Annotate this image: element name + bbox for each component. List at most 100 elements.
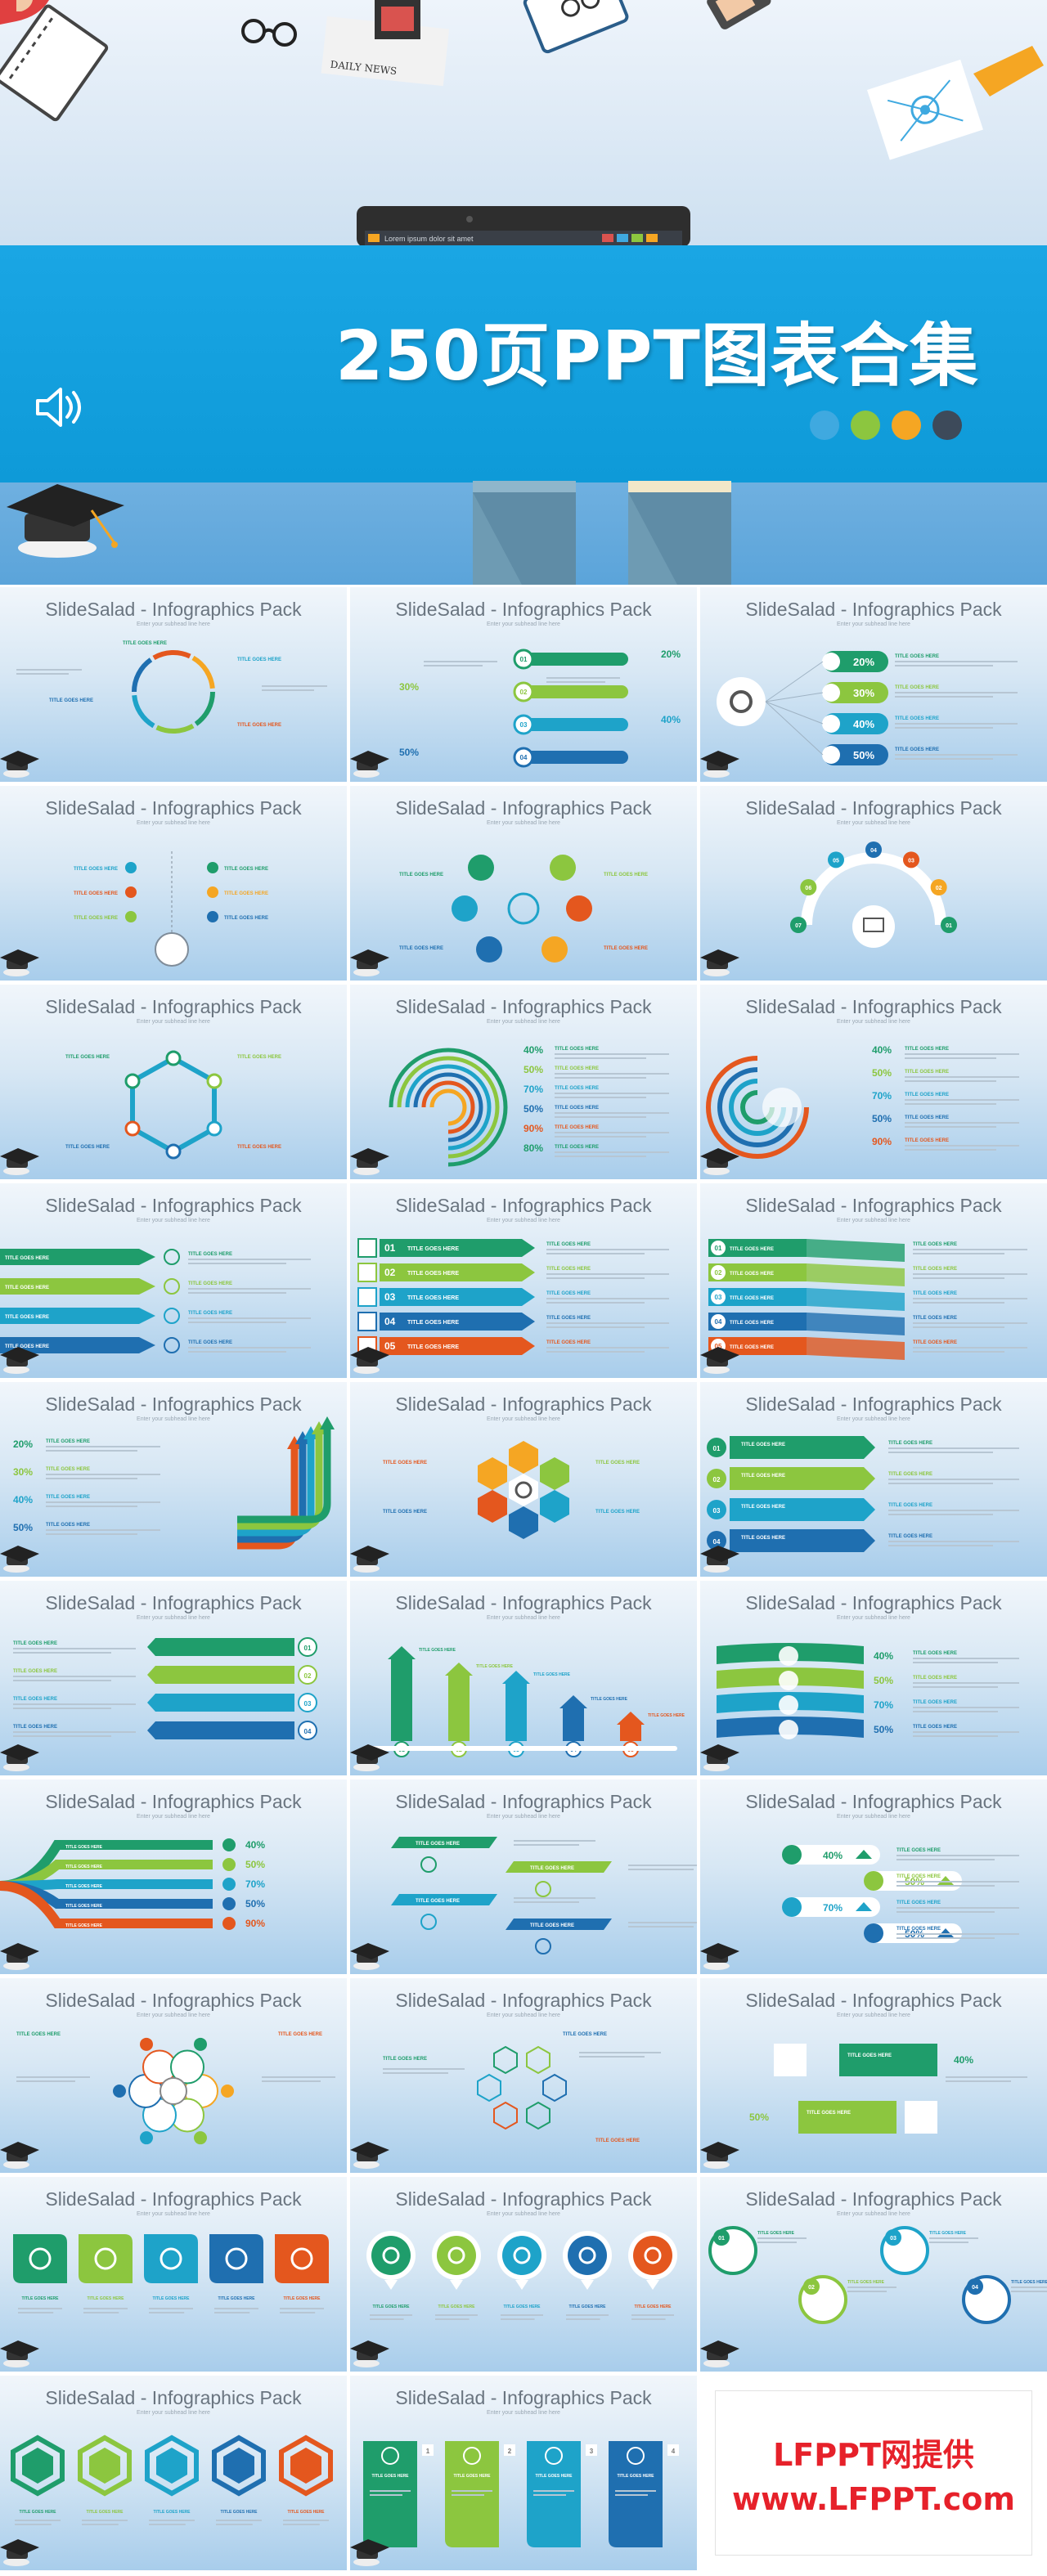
infographic-art: 20% TITLE GOES HERE 30% TITLE GOES HERE 40% T… bbox=[13, 1416, 335, 1550]
slide-subtitle: Enter your subhead line here bbox=[837, 820, 910, 826]
text-line bbox=[757, 2237, 807, 2239]
slide-thumbnail[interactable]: SlideSalad - Infographics Pack Enter your… bbox=[0, 587, 347, 782]
timeline-dot bbox=[207, 911, 218, 922]
slide-thumbnail[interactable]: SlideSalad - Infographics Pack Enter your… bbox=[700, 1978, 1047, 2173]
slide-thumbnail[interactable]: SlideSalad - Infographics Pack Enter your… bbox=[350, 2376, 697, 2570]
slide-label: TITLE GOES HERE bbox=[896, 1848, 941, 1853]
ribbon-number bbox=[711, 1290, 726, 1304]
slide-label: TITLE GOES HERE bbox=[913, 1242, 957, 1247]
slide-thumbnail[interactable]: SlideSalad - Infographics Pack Enter your… bbox=[350, 1779, 697, 1974]
ribbon-number bbox=[711, 1314, 726, 1329]
hex-outline bbox=[145, 2435, 199, 2497]
slide-label: 40% bbox=[524, 1044, 543, 1056]
pill-number bbox=[513, 714, 534, 735]
pill bbox=[514, 653, 628, 666]
slide-label: 30% bbox=[399, 681, 419, 693]
slide-label: TITLE GOES HERE bbox=[46, 1467, 90, 1472]
slide-thumbnail[interactable]: SlideSalad - Infographics Pack Enter your… bbox=[700, 1779, 1047, 1974]
slide-thumbnail[interactable]: SlideSalad - Infographics Pack Enter your… bbox=[350, 2177, 697, 2372]
arc-ring bbox=[405, 1064, 492, 1151]
graduation-cap-icon bbox=[0, 1943, 39, 1970]
slide-title: SlideSalad - Infographics Pack bbox=[395, 996, 652, 1017]
text-line bbox=[13, 1703, 136, 1705]
text-line bbox=[188, 1317, 311, 1319]
infographic-art: TITLE GOES HERE TITLE GOES HERE TITLE GOES… bbox=[13, 2234, 329, 2313]
speaker-icon[interactable] bbox=[31, 383, 88, 432]
slide-thumbnail[interactable]: SlideSalad - Infographics Pack Enter your… bbox=[0, 786, 347, 981]
slide-thumbnail[interactable]: SlideSalad - Infographics Pack Enter your… bbox=[0, 1779, 347, 1974]
slide-label: 20% bbox=[853, 656, 874, 668]
slide-title: SlideSalad - Infographics Pack bbox=[745, 797, 1002, 819]
slide-thumbnail[interactable]: SlideSalad - Infographics Pack Enter your… bbox=[350, 1581, 697, 1775]
text-line bbox=[555, 1073, 669, 1075]
slide-thumbnail[interactable]: SlideSalad - Infographics Pack Enter your… bbox=[0, 1382, 347, 1577]
slide-subtitle: Enter your subhead line here bbox=[487, 2211, 560, 2217]
slide-thumbnail[interactable]: SlideSalad - Infographics Pack Enter your… bbox=[350, 985, 697, 1179]
slide-label: TITLE GOES HERE bbox=[5, 1344, 49, 1349]
number-badge bbox=[707, 1469, 726, 1488]
cap-board bbox=[350, 1943, 389, 1959]
slide-thumbnail[interactable]: SlideSalad - Infographics Pack Enter your… bbox=[0, 2177, 347, 2372]
percent-badge bbox=[823, 744, 888, 765]
graduation-cap-icon bbox=[350, 1546, 389, 1573]
slide-thumbnail[interactable]: SlideSalad - Infographics Pack Enter your… bbox=[0, 1183, 347, 1378]
text-line bbox=[905, 1076, 1019, 1078]
slide-thumbnail[interactable]: SlideSalad - Infographics Pack Enter your… bbox=[350, 587, 697, 782]
dot-blue bbox=[810, 411, 839, 440]
graduation-cap-icon bbox=[350, 2539, 389, 2566]
cap-scroll bbox=[353, 1366, 380, 1374]
slide-thumbnail[interactable]: SlideSalad - Infographics Pack Enter your… bbox=[700, 587, 1047, 782]
pin-inner bbox=[437, 2236, 476, 2275]
slide-subtitle: Enter your subhead line here bbox=[837, 1814, 910, 1820]
cap-board bbox=[0, 1347, 39, 1363]
slide-subtitle: Enter your subhead line here bbox=[137, 2410, 210, 2416]
slide-thumbnail[interactable]: SlideSalad - Infographics Pack Enter your… bbox=[700, 985, 1047, 1179]
layer-icon bbox=[779, 1720, 798, 1739]
slide-thumbnail[interactable]: SlideSalad - Infographics Pack Enter your… bbox=[700, 1581, 1047, 1775]
text-line bbox=[262, 689, 314, 691]
text-line bbox=[280, 2308, 324, 2309]
slide-subtitle: Enter your subhead line here bbox=[487, 1416, 560, 1422]
slide-thumbnail[interactable]: SlideSalad - Infographics Pack Enter your… bbox=[700, 1382, 1047, 1577]
slide-thumbnail[interactable]: SlideSalad - Infographics Pack Enter your… bbox=[350, 1978, 697, 2173]
slide-label: 90% bbox=[524, 1123, 543, 1134]
slide-thumbnail[interactable]: SlideSalad - Infographics Pack Enter your… bbox=[350, 1382, 697, 1577]
text-line bbox=[913, 1731, 1019, 1733]
slide-thumbnail[interactable]: SlideSalad - Infographics Pack Enter your… bbox=[700, 786, 1047, 981]
hex-icon bbox=[509, 1506, 538, 1539]
slide-label: TITLE GOES HERE bbox=[13, 1725, 57, 1730]
slide-thumbnail[interactable]: SlideSalad - Infographics Pack Enter your… bbox=[700, 1183, 1047, 1378]
list-band bbox=[380, 1263, 535, 1281]
graduation-cap-icon bbox=[350, 1943, 389, 1970]
pillar bbox=[620, 1725, 641, 1741]
slide-thumbnail[interactable]: SlideSalad - Infographics Pack Enter your… bbox=[0, 1581, 347, 1775]
slide-label: TITLE GOES HERE bbox=[65, 1865, 103, 1869]
text-line bbox=[280, 2312, 316, 2313]
text-line bbox=[188, 1288, 311, 1290]
slide-thumbnail[interactable]: SlideSalad - Infographics Pack Enter your… bbox=[0, 1978, 347, 2173]
slide-label: TITLE GOES HERE bbox=[476, 1664, 514, 1669]
slide-label: TITLE GOES HERE bbox=[895, 716, 939, 721]
arrow-band bbox=[147, 1638, 294, 1656]
slide-label: TITLE GOES HERE bbox=[220, 2510, 258, 2515]
slide-thumbnail[interactable]: SlideSalad - Infographics Pack Enter your… bbox=[0, 985, 347, 1179]
pill-number bbox=[513, 681, 534, 702]
slide-label: 05 bbox=[833, 858, 839, 864]
slide-thumbnail[interactable]: SlideSalad - Infographics Pack Enter your… bbox=[700, 2177, 1047, 2372]
cap-scroll bbox=[353, 2161, 380, 2169]
pin-tip bbox=[646, 2280, 659, 2290]
slide-label: 03 bbox=[715, 1294, 722, 1301]
slide-label: TITLE GOES HERE bbox=[888, 1534, 932, 1539]
arrow-icon bbox=[164, 1278, 180, 1295]
slide-label: 02 bbox=[384, 1267, 396, 1278]
slide-thumbnail[interactable]: SlideSalad - Infographics Pack Enter your… bbox=[0, 2376, 347, 2570]
cap-board bbox=[0, 1148, 39, 1165]
slide-thumbnail[interactable]: SlideSalad - Infographics Pack Enter your… bbox=[350, 786, 697, 981]
icon-tile bbox=[144, 2234, 198, 2283]
text-line bbox=[188, 1322, 286, 1323]
slide-thumbnail[interactable]: SlideSalad - Infographics Pack Enter your… bbox=[350, 1183, 697, 1378]
bubble-number bbox=[803, 2278, 820, 2295]
text-line bbox=[533, 2494, 566, 2496]
text-line bbox=[555, 1053, 669, 1055]
